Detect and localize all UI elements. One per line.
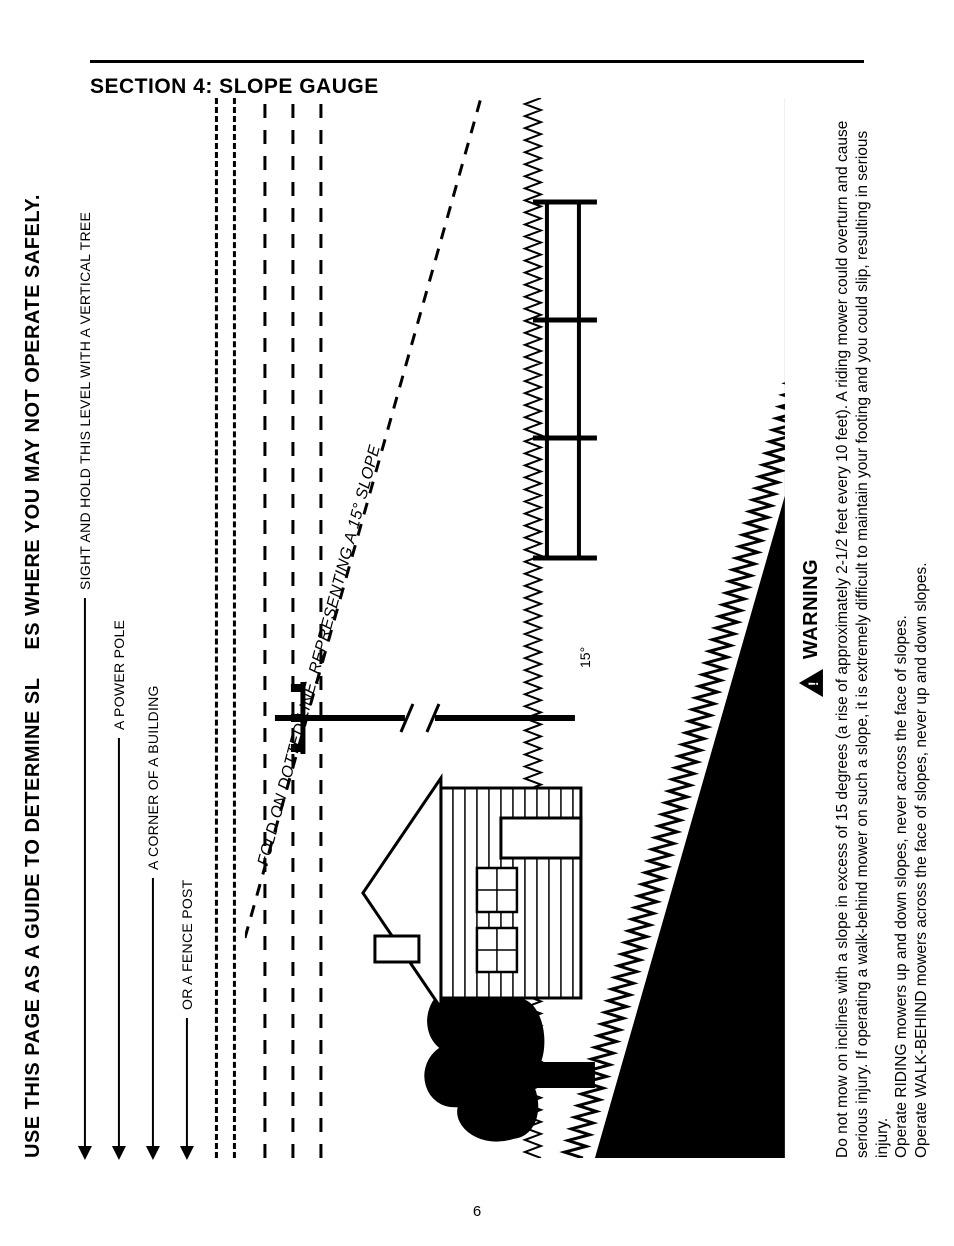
rotated-content: USE THIS PAGE AS A GUIDE TO DETERMINE SL…	[22, 98, 932, 1158]
sight-label-2: A POWER POLE	[111, 620, 127, 730]
sight-label-1: SIGHT AND HOLD THIS LEVEL WITH A VERTICA…	[77, 212, 93, 590]
warning-paragraph-3: Operate WALK-BEHIND mowers across the fa…	[912, 98, 932, 1158]
top-rule	[90, 60, 864, 63]
arrow-icon	[152, 878, 154, 1158]
guide-heading-a: USE THIS PAGE AS A GUIDE TO DETERMINE SL	[22, 678, 44, 1158]
warning-title: WARNING	[799, 559, 822, 659]
sight-row-4: OR A FENCE POST	[179, 879, 195, 1158]
sight-label-3: A CORNER OF A BUILDING	[145, 685, 161, 870]
guide-heading-b: ES WHERE YOU MAY NOT OPERATE SAFELY.	[22, 194, 44, 650]
section-title: SECTION 4: SLOPE GAUGE	[90, 75, 864, 99]
sight-label-4: OR A FENCE POST	[179, 879, 195, 1010]
arrow-icon	[118, 738, 120, 1158]
angle-label: 15°	[577, 647, 593, 668]
slope-illustration: FOLD ON DOTTED LINE, REPRESENTING A 15° …	[245, 98, 785, 1158]
sight-row-3: A CORNER OF A BUILDING	[145, 685, 161, 1158]
arrow-icon	[84, 598, 86, 1158]
warning-block: WARNING Do not mow on inclines with a sl…	[799, 98, 932, 1158]
warning-paragraph-2: Operate RIDING mowers up and down slopes…	[892, 98, 912, 1158]
sky-dash-lines	[209, 98, 245, 1158]
warning-paragraph-1: Do not mow on inclines with a slope in e…	[833, 98, 892, 1158]
warning-heading: WARNING	[799, 98, 823, 1158]
warning-triangle-icon	[799, 669, 823, 697]
guide-heading: USE THIS PAGE AS A GUIDE TO DETERMINE SL…	[22, 98, 45, 1158]
sight-block: SIGHT AND HOLD THIS LEVEL WITH A VERTICA…	[73, 98, 203, 1158]
arrow-icon	[186, 1018, 188, 1158]
sight-row-2: A POWER POLE	[111, 620, 127, 1158]
page-number: 6	[0, 1203, 954, 1220]
sight-row-1: SIGHT AND HOLD THIS LEVEL WITH A VERTICA…	[77, 212, 93, 1158]
